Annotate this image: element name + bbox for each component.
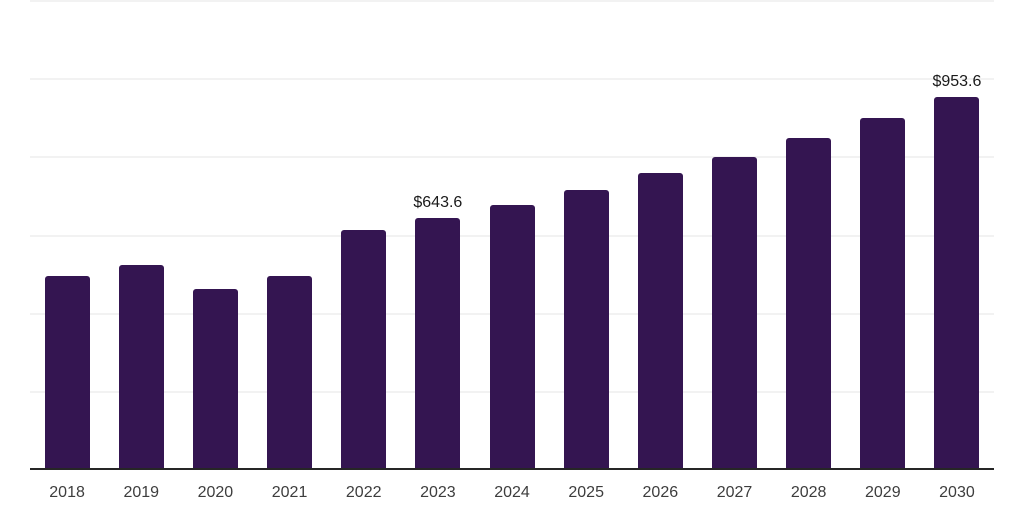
x-axis-label-2026: 2026 (642, 484, 679, 501)
gridline-1200 (30, 0, 994, 2)
bar-2028 (786, 138, 832, 470)
bar-2029 (860, 118, 906, 470)
x-axis-label-2018: 2018 (49, 484, 85, 501)
x-axis-label-2029: 2029 (865, 484, 901, 501)
bar-2019 (118, 264, 164, 470)
bar-2026 (637, 173, 683, 470)
x-axis-labels: 2018 2019 2020 2021 2022 2023 2024 2025 2026 2027… (30, 484, 994, 502)
x-axis-label-2020: 2020 (197, 484, 234, 501)
x-axis-label-2025: 2025 (568, 484, 604, 501)
gridline-1000 (30, 78, 994, 81)
plot-area: $643.6 $953.6 (30, 0, 994, 470)
x-axis-label-2027: 2027 (716, 484, 753, 501)
bar-2027 (711, 157, 757, 470)
x-axis-label-2024: 2024 (494, 484, 530, 501)
bar-2020 (192, 289, 238, 470)
x-axis-label-2030: 2030 (939, 484, 975, 501)
bar-2023: $643.6 (413, 194, 462, 470)
x-axis-label-2023: 2023 (420, 484, 456, 501)
bar-2030: $953.6 (932, 73, 981, 470)
bar-value-label-2023: $643.6 (413, 194, 463, 212)
bar-2021 (267, 276, 313, 470)
bar-value-label-2030: $953.6 (932, 73, 982, 91)
x-axis-label-2019: 2019 (123, 484, 160, 501)
x-axis-label-2022: 2022 (345, 484, 382, 501)
gridline-800 (30, 156, 994, 159)
bar-2018 (44, 276, 90, 470)
bar-2022 (341, 230, 387, 470)
x-axis-line (30, 468, 994, 470)
bar-2024 (489, 205, 535, 470)
bar-2025 (563, 190, 609, 470)
x-axis-label-2021: 2021 (271, 484, 308, 501)
x-axis-label-2028: 2028 (790, 484, 827, 501)
